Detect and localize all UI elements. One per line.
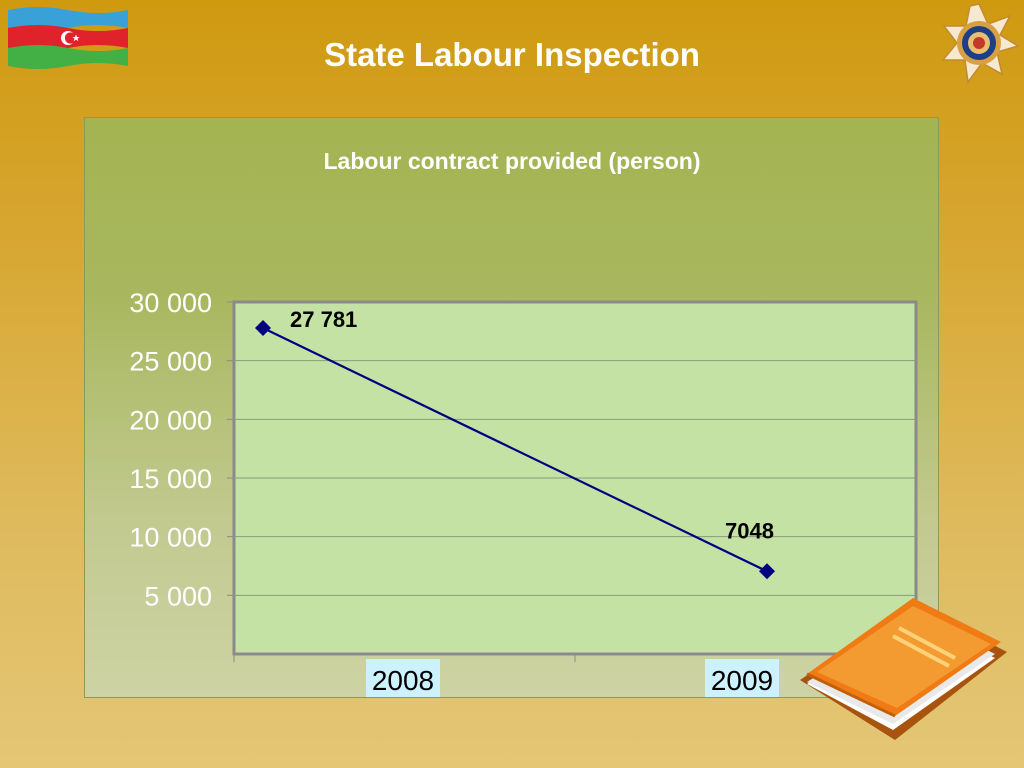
x-tick-label-bg (705, 659, 779, 697)
inspection-emblem-icon (941, 3, 1020, 84)
y-tick-label: 5 000 (144, 581, 212, 611)
data-label: 7048 (725, 518, 774, 543)
slide-title: State Labour Inspection (324, 36, 700, 73)
y-tick-label: 20 000 (129, 405, 212, 435)
data-label: 27 781 (290, 307, 357, 332)
y-tick-label: 15 000 (129, 464, 212, 494)
book-icon (800, 598, 1007, 740)
x-tick-label: 2008 (372, 665, 434, 696)
azerbaijan-flag-icon (8, 7, 128, 69)
y-tick-label: 30 000 (129, 288, 212, 318)
y-tick-label: 10 000 (129, 523, 212, 553)
x-tick-label: 2009 (711, 665, 773, 696)
data-point (255, 320, 271, 337)
series-line (262, 327, 768, 573)
data-point (759, 563, 775, 580)
chart-title: Labour contract provided (person) (323, 148, 701, 174)
x-tick-label-bg (366, 659, 440, 697)
y-tick-label: 25 000 (129, 347, 212, 377)
